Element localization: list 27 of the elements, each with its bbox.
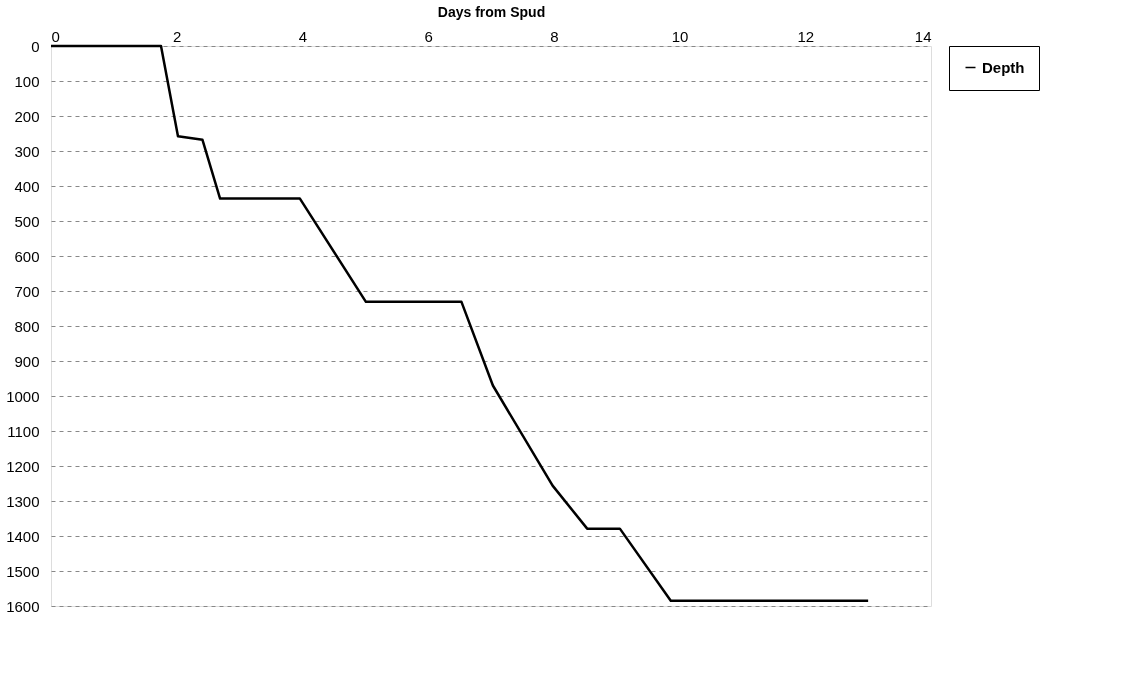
y-tick-label: 1000 [6, 387, 40, 405]
x-tick-label: 14 [914, 27, 932, 45]
line-series [49, 44, 870, 602]
x-tick-label: 10 [671, 27, 689, 45]
y-tick-label: 500 [14, 212, 40, 230]
x-tick-label: 4 [298, 27, 308, 45]
x-tick-label: 8 [550, 27, 559, 45]
y-tick-label: 1300 [6, 492, 40, 510]
legend-label: Depth [982, 58, 1025, 76]
x-tick-label: 6 [424, 27, 433, 45]
y-tick-label: 300 [14, 142, 40, 160]
x-tick-label: 0 [51, 27, 60, 45]
y-tick-label: 400 [14, 177, 40, 195]
y-tick-label: 800 [14, 317, 40, 335]
y-tick-label: 1100 [7, 422, 40, 440]
y-tick-label: 600 [14, 247, 40, 265]
y-tick-label: 900 [14, 352, 40, 370]
x-tick-label: 2 [173, 27, 182, 45]
x-tick-label: 12 [797, 27, 815, 45]
y-tick-label: 200 [14, 107, 40, 125]
x-axis-title: Days from Spud [437, 3, 546, 20]
y-tick-label: 1500 [6, 562, 40, 580]
y-tick-label: 1200 [6, 457, 40, 475]
y-tick-label: 1600 [6, 597, 40, 615]
y-tick-label: 700 [14, 282, 40, 300]
y-tick-label: 100 [14, 72, 40, 90]
y-tick-label: 1400 [6, 527, 40, 545]
